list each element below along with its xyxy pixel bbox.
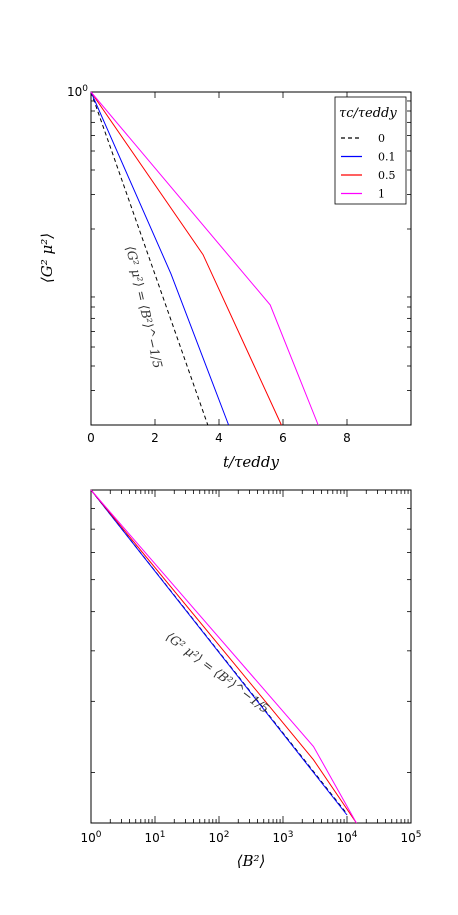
top-series-line-0 bbox=[90, 91, 209, 426]
top-x-tick-label: 8 bbox=[343, 431, 351, 445]
legend-label-0.5: 0.5 bbox=[378, 169, 396, 182]
legend-label-0.1: 0.1 bbox=[378, 151, 396, 164]
top-x-axis-label: t/τeddy bbox=[223, 453, 279, 471]
top-x-tick-label: 2 bbox=[151, 431, 159, 445]
legend-label-0: 0 bbox=[378, 132, 385, 145]
bottom-plot-frame bbox=[90, 489, 412, 824]
top-plot-frame bbox=[90, 91, 412, 426]
top-x-tick-label: 0 bbox=[87, 431, 95, 445]
top-series-lines bbox=[90, 91, 319, 426]
top-tick-labels: 0 2 4 6 8 100 bbox=[67, 84, 351, 445]
top-series-line-1 bbox=[90, 91, 319, 426]
top-annotation: ⟨G² μ²⟩ = ⟨B²⟩^−1/5 bbox=[123, 244, 166, 370]
bottom-x-tick-label: 104 bbox=[336, 830, 357, 845]
legend-title: τc/τeddy bbox=[339, 106, 397, 121]
bottom-x-tick-label: 105 bbox=[400, 830, 421, 845]
legend-label-1: 1 bbox=[378, 188, 385, 201]
bottom-series-lines bbox=[90, 489, 357, 824]
top-series-line-0.5 bbox=[90, 91, 282, 426]
legend: τc/τeddy 0 0.1 0.5 1 bbox=[334, 96, 407, 205]
top-series-line-0.1 bbox=[90, 91, 230, 426]
legend-entries: 0 0.1 0.5 1 bbox=[341, 132, 396, 201]
bottom-series-line-1 bbox=[90, 489, 357, 824]
top-x-tick-label: 6 bbox=[279, 431, 287, 445]
top-panel: 0 2 4 6 8 100 t/τeddy ⟨G² μ²⟩ ⟨G² μ²⟩ = ⟨B²⟩^… bbox=[38, 84, 412, 471]
bottom-ticks bbox=[90, 490, 412, 823]
bottom-series-line-0.1 bbox=[90, 489, 348, 816]
bottom-annotation: ⟨G² μ²⟩ = ⟨B²⟩^−1/5 bbox=[163, 629, 272, 716]
top-y-axis-label: ⟨G² μ²⟩ bbox=[38, 233, 56, 283]
bottom-x-axis-label: ⟨B²⟩ bbox=[237, 852, 266, 870]
top-y-tick-label: 100 bbox=[67, 84, 88, 99]
bottom-x-tick-label: 103 bbox=[272, 830, 293, 845]
bottom-x-tick-label: 100 bbox=[80, 830, 101, 845]
bottom-tick-labels: 100 101 102 103 104 105 bbox=[80, 830, 421, 845]
bottom-panel: 100 101 102 103 104 105 ⟨B²⟩ ⟨G² μ²⟩ = ⟨B²⟩^−… bbox=[80, 489, 422, 870]
legend-box bbox=[334, 96, 407, 205]
bottom-series-line-0.5 bbox=[90, 489, 357, 824]
bottom-x-tick-label: 101 bbox=[144, 830, 165, 845]
top-x-tick-label: 4 bbox=[215, 431, 223, 445]
bottom-x-tick-label: 102 bbox=[208, 830, 229, 845]
